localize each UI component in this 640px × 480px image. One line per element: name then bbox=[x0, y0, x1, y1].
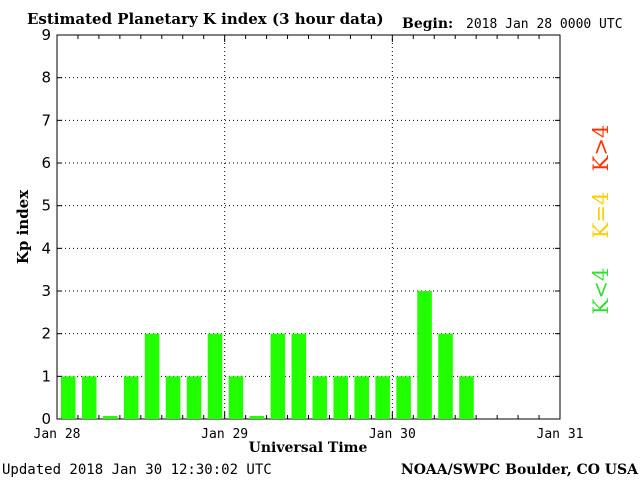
legend-k-equal-4: K=4 bbox=[589, 192, 613, 239]
x-tick-label: Jan 31 bbox=[537, 427, 584, 442]
kp-bar bbox=[228, 376, 244, 419]
kp-bar bbox=[165, 376, 181, 419]
kp-bar bbox=[375, 376, 390, 419]
y-axis-label: Kp index bbox=[14, 189, 32, 264]
kp-bar bbox=[102, 416, 118, 419]
x-axis-label: Universal Time bbox=[249, 440, 368, 456]
kp-bar bbox=[459, 376, 474, 419]
begin-value: 2018 Jan 28 0000 UTC bbox=[466, 17, 623, 32]
kp-bar bbox=[61, 376, 76, 419]
x-tick-layer: Jan 28 Jan 29 Jan 30 Jan 31 bbox=[34, 35, 584, 442]
legend-k-below-4: K<4 bbox=[589, 268, 613, 315]
source-credit: NOAA/SWPC Boulder, CO USA bbox=[401, 462, 639, 478]
plot-frame bbox=[56, 34, 561, 420]
bar-layer bbox=[61, 291, 474, 419]
kp-bar bbox=[123, 376, 139, 419]
kp-bar bbox=[249, 416, 265, 419]
begin-label: Begin: bbox=[402, 16, 453, 32]
kp-bar bbox=[270, 333, 286, 419]
y-tick-layer: 0 1 2 3 4 5 6 7 8 9 bbox=[41, 26, 560, 428]
y-tick-label: 4 bbox=[41, 239, 51, 257]
kp-bar bbox=[396, 376, 411, 419]
kp-bar bbox=[417, 291, 432, 419]
y-tick-label: 3 bbox=[41, 282, 51, 300]
x-tick-label: Jan 29 bbox=[201, 427, 248, 442]
kp-bar bbox=[312, 376, 328, 419]
chart-title: Estimated Planetary K index (3 hour data… bbox=[27, 10, 384, 28]
y-tick-label: 0 bbox=[41, 410, 51, 428]
y-tick-label: 1 bbox=[41, 367, 51, 385]
kp-bar bbox=[81, 376, 97, 419]
y-tick-label: 6 bbox=[41, 154, 51, 172]
grid-layer bbox=[57, 35, 560, 419]
y-tick-label: 7 bbox=[41, 111, 51, 129]
updated-timestamp: Updated 2018 Jan 30 12:30:02 UTC bbox=[2, 462, 272, 478]
kp-bar bbox=[207, 333, 223, 419]
y-tick-label: 9 bbox=[41, 26, 51, 44]
kp-bar bbox=[354, 376, 369, 419]
kp-bar bbox=[333, 376, 349, 419]
kp-bar bbox=[291, 333, 307, 419]
x-tick-label: Jan 28 bbox=[34, 427, 81, 442]
y-tick-label: 2 bbox=[41, 325, 51, 343]
kp-bar bbox=[144, 333, 160, 419]
x-tick-label: Jan 30 bbox=[369, 427, 416, 442]
kp-bar bbox=[438, 333, 453, 419]
kp-bar bbox=[186, 376, 202, 419]
y-tick-label: 8 bbox=[41, 69, 51, 87]
y-tick-label: 5 bbox=[41, 197, 51, 215]
legend-k-above-4: K>4 bbox=[589, 125, 613, 172]
